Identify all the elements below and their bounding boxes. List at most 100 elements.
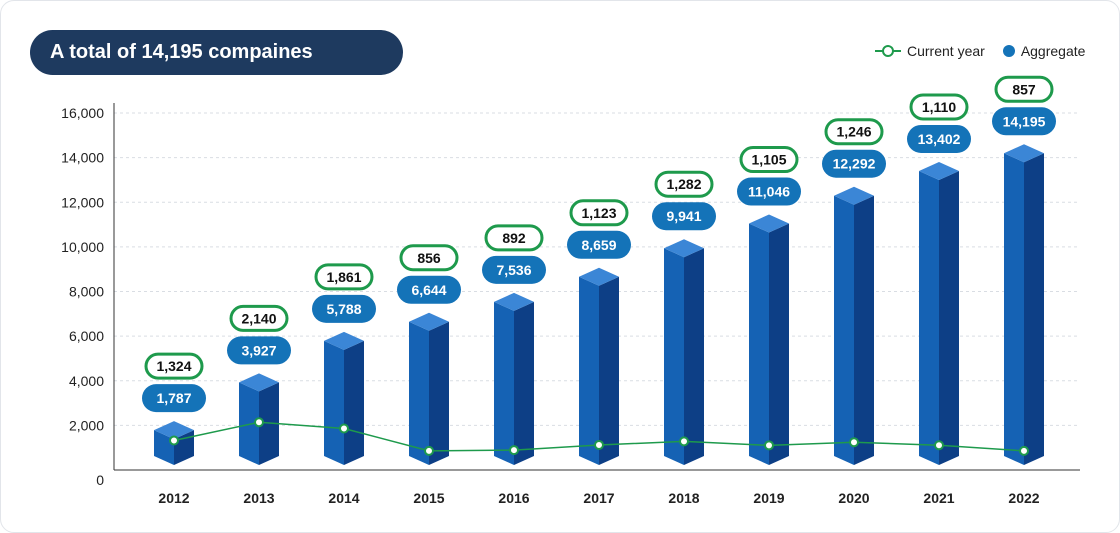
current-year-point [594, 439, 604, 450]
bar-top-face [664, 239, 704, 258]
aggregate-pill [142, 384, 206, 413]
current-year-point [764, 440, 774, 451]
current-year-value-label: 2,140 [241, 310, 276, 326]
current-year-pill [909, 93, 969, 121]
aggregate-value-label: 7,536 [496, 262, 531, 278]
aggregate-pill [397, 275, 461, 304]
bar-top-face [919, 161, 959, 180]
bar-right-face [1024, 153, 1044, 466]
current-year-pill [654, 170, 714, 198]
x-tick-label: 2018 [668, 490, 699, 506]
current-year-value-label: 1,282 [666, 176, 701, 192]
bar-left-face [664, 248, 684, 465]
y-tick-label: 12,000 [61, 194, 104, 210]
current-year-pill [229, 304, 289, 332]
aggregate-value-label: 13,402 [918, 131, 961, 147]
bar-top-face [409, 312, 449, 331]
x-tick-label: 2022 [1008, 490, 1039, 506]
current-year-value-label: 1,110 [922, 99, 956, 115]
legend-line-swatch [875, 44, 901, 58]
aggregate-value-label: 11,046 [748, 184, 790, 200]
bar-left-face [324, 340, 344, 465]
bar-left-face [154, 430, 174, 465]
x-tick-label: 2012 [158, 490, 189, 506]
bar-top-face [834, 186, 874, 205]
current-year-point [679, 436, 689, 447]
x-tick-label: 2020 [838, 490, 869, 506]
bar-top-face [579, 267, 619, 286]
bar-left-face [1004, 153, 1024, 466]
legend-current-label: Current year [907, 43, 985, 59]
current-year-point [849, 437, 859, 448]
aggregate-pill [482, 255, 546, 284]
current-year-value-label: 892 [502, 230, 526, 246]
current-year-value-label: 1,123 [581, 205, 616, 221]
x-tick-label: 2013 [243, 490, 274, 506]
aggregate-value-label: 6,644 [411, 282, 446, 298]
aggregate-value-label: 12,292 [833, 156, 876, 172]
current-year-pill [399, 244, 459, 272]
current-year-point [339, 423, 349, 434]
aggregate-pill [822, 149, 886, 178]
bar-right-face [939, 170, 959, 465]
aggregate-pill [567, 230, 631, 259]
x-tick-label: 2014 [328, 490, 359, 506]
bar-right-face [599, 276, 619, 465]
current-year-pill [484, 224, 544, 252]
current-year-pill [739, 146, 799, 174]
bar-top-face [154, 421, 194, 440]
current-year-value-label: 857 [1012, 81, 1036, 97]
y-tick-label: 2,000 [69, 417, 104, 433]
current-year-point [509, 445, 519, 456]
bar-left-face [409, 321, 429, 465]
current-year-pill [824, 118, 884, 146]
current-year-point [254, 417, 264, 428]
x-tick-label: 2015 [413, 490, 444, 506]
aggregate-pill [992, 107, 1056, 136]
aggregate-value-label: 3,927 [241, 342, 276, 358]
bar-right-face [429, 321, 449, 465]
x-tick-label: 2019 [753, 490, 784, 506]
y-tick-label: 6,000 [69, 328, 104, 344]
bar-top-face [494, 292, 534, 311]
aggregate-value-label: 8,659 [581, 237, 616, 253]
current-year-value-label: 1,861 [326, 269, 361, 285]
y-tick-label: 8,000 [69, 284, 104, 300]
bar-right-face [769, 223, 789, 465]
current-year-pill [144, 352, 204, 380]
current-year-value-label: 1,246 [836, 124, 871, 140]
current-year-pill [994, 75, 1054, 103]
current-year-value-label: 1,324 [156, 358, 191, 374]
current-year-value-label: 1,105 [751, 152, 786, 168]
legend-current-year: Current year [875, 43, 985, 59]
aggregate-pill [737, 177, 801, 206]
bar-left-face [494, 301, 514, 465]
aggregate-pill [652, 202, 716, 231]
aggregate-pill [312, 294, 376, 323]
bar-right-face [684, 248, 704, 465]
bar-top-face [239, 373, 279, 392]
aggregate-value-label: 5,788 [326, 301, 361, 317]
bar-left-face [579, 276, 599, 465]
x-tick-label: 2021 [923, 490, 954, 506]
current-year-point [934, 440, 944, 451]
current-year-point [1019, 445, 1029, 456]
bar-left-face [834, 195, 854, 466]
legend-aggregate: Aggregate [1002, 43, 1086, 59]
bar-left-face [749, 223, 769, 465]
legend: Current year Aggregate [875, 43, 1085, 59]
current-year-point [424, 445, 434, 456]
aggregate-value-label: 9,941 [666, 208, 701, 224]
current-year-pill [569, 199, 629, 227]
bar-right-face [514, 301, 534, 465]
current-year-pill [314, 263, 374, 291]
y-tick-label: 14,000 [61, 150, 104, 166]
legend-dot-swatch [1002, 45, 1015, 57]
bar-top-face [1004, 144, 1044, 163]
aggregate-value-label: 14,195 [1003, 113, 1046, 129]
current-year-value-label: 856 [417, 250, 441, 266]
y-tick-label: 10,000 [61, 239, 104, 255]
legend-aggregate-label: Aggregate [1020, 43, 1086, 59]
y-tick-label: 4,000 [69, 373, 104, 389]
